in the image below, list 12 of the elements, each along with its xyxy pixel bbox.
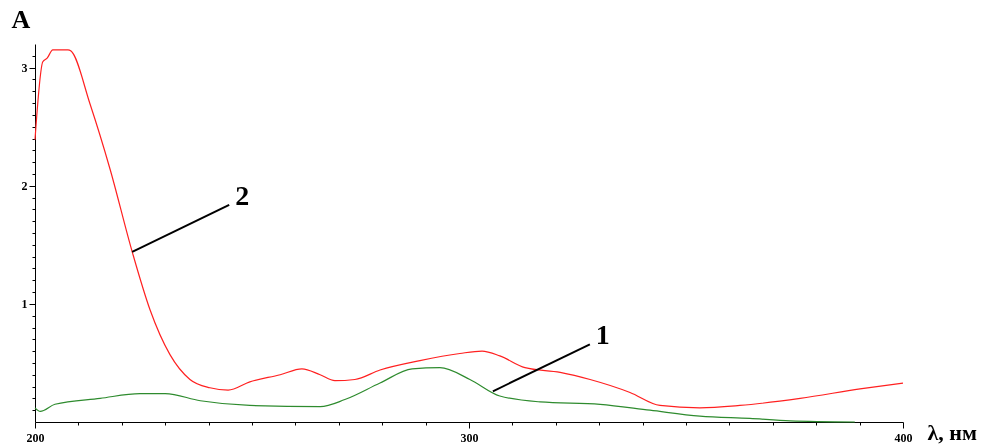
y-tick-label: 1 (21, 297, 28, 312)
y-tick-label: 2 (21, 179, 28, 194)
annotation: 2 (235, 179, 250, 211)
x-tick-label: 300 (460, 430, 479, 445)
line-series (34, 367, 856, 423)
x-tick-label: 200 (26, 430, 45, 445)
line-series (34, 49, 904, 409)
y-tick-label: 3 (21, 61, 28, 76)
x-axis-title: λ, нм (927, 419, 977, 445)
annotation: 1 (595, 319, 610, 351)
y-axis-title: A (11, 4, 31, 34)
x-tick-label: 400 (894, 430, 913, 445)
